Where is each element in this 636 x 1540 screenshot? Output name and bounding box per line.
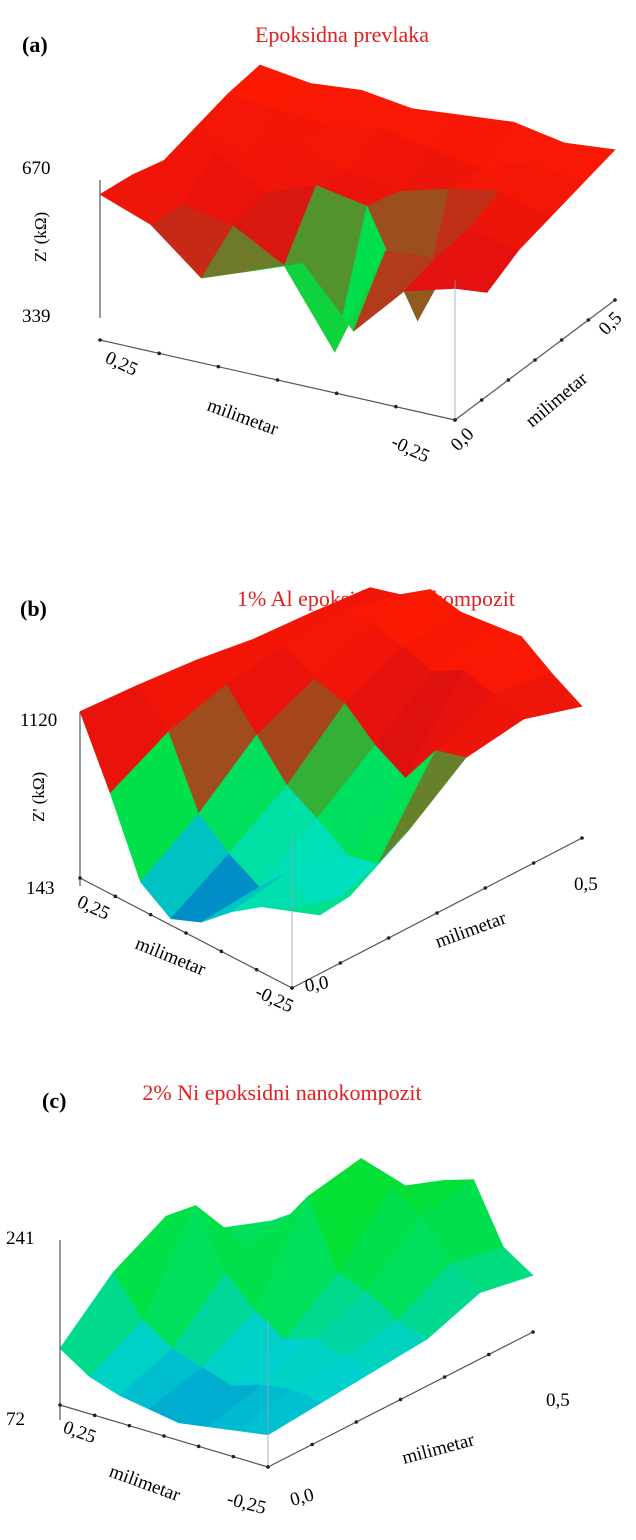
- y-tick-end: 0,5: [546, 1390, 570, 1411]
- panel-b: (b) 1% Al epoksidni nanokompozit 1120 14…: [0, 560, 636, 1060]
- x-tick-mark: [231, 1454, 236, 1459]
- y-tick-mark: [354, 1420, 359, 1424]
- x-axis-label: milimetar: [106, 1461, 183, 1506]
- y-tick-mark: [442, 1375, 447, 1379]
- chart-title: Epoksidna prevlaka: [255, 22, 429, 47]
- y-tick-mark: [386, 936, 391, 940]
- surface-cell: [261, 895, 351, 916]
- axes-frame: [78, 712, 584, 990]
- x-tick-mark: [196, 1444, 201, 1449]
- x-tick-mark: [98, 338, 102, 342]
- panel-tag: (a): [22, 32, 48, 57]
- x-tick-mark: [162, 1434, 166, 1438]
- y-tick-start: 0,0: [303, 972, 330, 997]
- x-tick-end: -0,25: [225, 1489, 269, 1520]
- x-tick-mark: [184, 931, 188, 935]
- x-tick-mark: [78, 876, 82, 880]
- y-tick-mark: [531, 1330, 535, 1334]
- x-tick-mark: [254, 967, 259, 972]
- y-tick-mark: [613, 298, 617, 302]
- z-tick-max: 1120: [20, 710, 57, 731]
- y-tick-mark: [586, 318, 591, 322]
- y-axis-label: milimetar: [400, 1429, 477, 1469]
- panel-c: (c) 2% Ni epoksidni nanokompozit 241 72 …: [0, 1080, 636, 1540]
- x-tick-mark: [453, 418, 457, 422]
- y-tick-mark: [479, 398, 484, 402]
- y-tick-mark: [338, 961, 343, 965]
- surface-mesh: [59, 1158, 534, 1436]
- x-tick-mark: [148, 912, 153, 917]
- surface-mesh: [99, 64, 616, 353]
- x-tick-mark: [127, 1423, 132, 1428]
- y-tick-mark: [487, 1352, 491, 1357]
- z-axis-label: Z' (kΩ): [31, 212, 50, 262]
- surface-chart-c: (c) 2% Ni epoksidni nanokompozit 241 72 …: [6, 1080, 570, 1520]
- y-axis-label: milimetar: [522, 368, 593, 432]
- z-tick-max: 241: [6, 1228, 35, 1249]
- x-tick-start: 0,25: [102, 347, 141, 380]
- y-axis-label: milimetar: [433, 907, 510, 952]
- y-tick-mark: [506, 378, 511, 382]
- x-tick-end: -0,25: [388, 431, 433, 467]
- y-tick-mark: [483, 886, 488, 890]
- y-tick-mark: [435, 911, 439, 915]
- x-tick-start: 0,25: [74, 891, 113, 924]
- x-axis-label: milimetar: [132, 933, 209, 980]
- x-tick-mark: [219, 949, 224, 954]
- surface-chart-b: (b) 1% Al epoksidni nanokompozit 1120 14…: [20, 586, 598, 1017]
- surface-mesh: [79, 587, 583, 923]
- x-tick-mark: [58, 1403, 62, 1407]
- y-tick-start: 0,0: [288, 1484, 316, 1510]
- y-tick-start: 0,0: [447, 424, 479, 456]
- y-tick-end: 0,5: [595, 308, 627, 340]
- y-tick-mark: [533, 358, 537, 362]
- panel-tag: (c): [42, 1088, 66, 1113]
- x-tick-mark: [275, 378, 280, 382]
- x-tick-mark: [157, 351, 161, 356]
- axes-frame: [98, 180, 617, 422]
- y-tick-mark: [559, 338, 564, 342]
- y-tick-mark: [580, 836, 584, 840]
- x-tick-mark: [216, 364, 221, 369]
- z-axis-label: Z' (kΩ): [29, 772, 48, 822]
- surface-chart-a: (a) Epoksidna prevlaka 670 339 Z' (kΩ) 0…: [22, 22, 627, 467]
- y-tick-end: 0,5: [574, 874, 598, 895]
- y-tick-mark: [398, 1397, 403, 1402]
- x-tick-mark: [290, 986, 294, 990]
- z-tick-min: 339: [22, 306, 51, 327]
- x-tick-start: 0,25: [60, 1417, 98, 1448]
- x-axis-label: milimetar: [204, 395, 281, 440]
- y-tick-mark: [310, 1442, 314, 1447]
- axes-frame: [58, 1240, 535, 1469]
- x-tick-mark: [394, 404, 398, 409]
- chart-title: 2% Ni epoksidni nanokompozit: [142, 1080, 421, 1105]
- surface-cell: [237, 1388, 322, 1436]
- x-tick-mark: [334, 391, 339, 396]
- x-tick-mark: [266, 1465, 270, 1469]
- x-tick-mark: [113, 894, 118, 899]
- z-tick-max: 670: [22, 158, 51, 179]
- z-tick-min: 143: [26, 878, 55, 899]
- surface-cell: [403, 257, 488, 293]
- y-tick-mark: [531, 861, 536, 865]
- panel-a: (a) Epoksidna prevlaka 670 339 Z' (kΩ) 0…: [0, 0, 636, 500]
- panel-tag: (b): [20, 596, 47, 621]
- x-tick-mark: [92, 1413, 97, 1418]
- z-tick-min: 72: [6, 1409, 25, 1430]
